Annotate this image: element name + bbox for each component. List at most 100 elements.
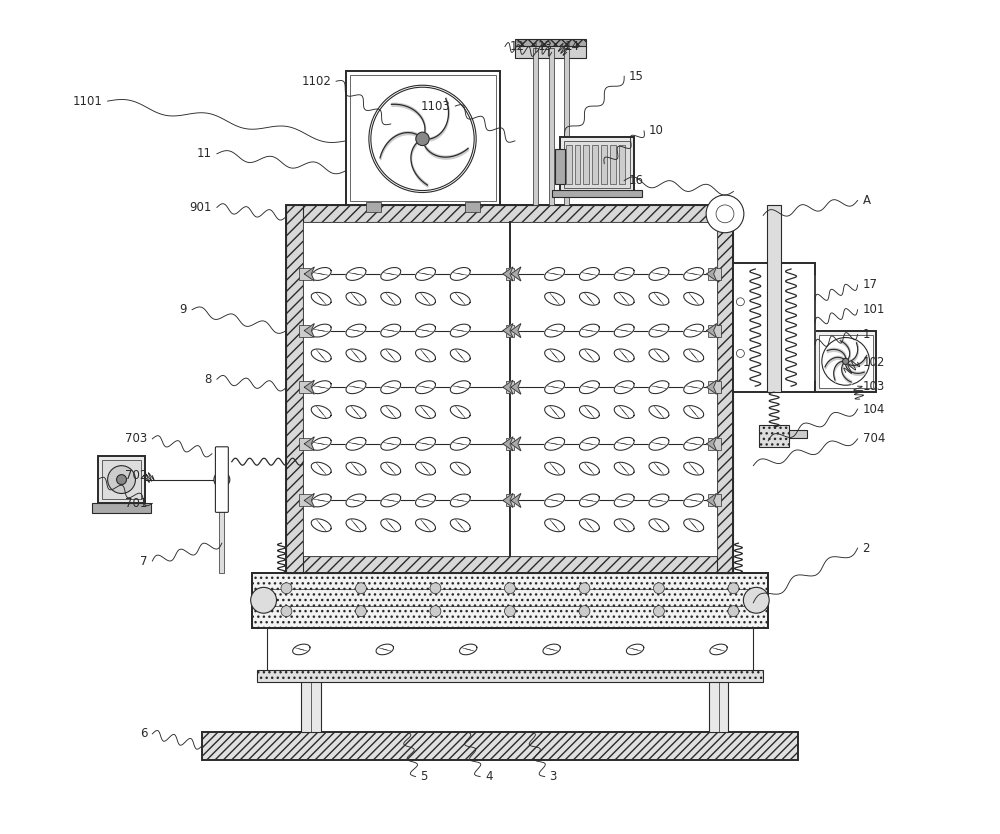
Polygon shape xyxy=(684,494,704,507)
Text: 9: 9 xyxy=(180,304,187,316)
Bar xyxy=(708,438,721,450)
Polygon shape xyxy=(503,380,513,394)
Bar xyxy=(583,145,589,183)
Polygon shape xyxy=(416,349,435,362)
Polygon shape xyxy=(545,381,565,394)
Bar xyxy=(299,324,312,337)
Bar xyxy=(299,381,312,393)
Polygon shape xyxy=(381,405,401,419)
Polygon shape xyxy=(346,405,366,419)
Polygon shape xyxy=(579,293,599,305)
Polygon shape xyxy=(376,644,393,655)
Polygon shape xyxy=(545,462,565,475)
Polygon shape xyxy=(614,494,634,507)
Polygon shape xyxy=(346,381,366,394)
Polygon shape xyxy=(346,519,366,532)
Polygon shape xyxy=(450,293,470,305)
Polygon shape xyxy=(649,324,669,337)
Text: 102: 102 xyxy=(863,356,885,369)
FancyBboxPatch shape xyxy=(215,447,228,512)
Bar xyxy=(506,495,514,506)
Bar xyxy=(286,556,733,573)
Polygon shape xyxy=(311,293,331,305)
Circle shape xyxy=(504,605,515,616)
Circle shape xyxy=(653,583,664,594)
Circle shape xyxy=(728,605,739,616)
Text: 702: 702 xyxy=(125,469,147,482)
Polygon shape xyxy=(450,519,470,532)
Polygon shape xyxy=(649,494,669,507)
Circle shape xyxy=(736,298,744,306)
Polygon shape xyxy=(381,381,401,394)
Circle shape xyxy=(214,472,230,488)
Polygon shape xyxy=(346,494,366,507)
Text: 11: 11 xyxy=(197,148,212,160)
Polygon shape xyxy=(649,381,669,394)
Bar xyxy=(815,330,876,392)
Bar xyxy=(717,205,733,573)
Polygon shape xyxy=(614,268,634,280)
Text: 104: 104 xyxy=(863,403,885,415)
Polygon shape xyxy=(503,324,513,338)
Polygon shape xyxy=(614,437,634,450)
Text: 3: 3 xyxy=(550,770,557,783)
Circle shape xyxy=(504,583,515,594)
Bar xyxy=(619,145,625,183)
Circle shape xyxy=(281,605,292,616)
Text: 1: 1 xyxy=(863,328,870,341)
Polygon shape xyxy=(503,494,513,507)
Bar xyxy=(592,145,598,183)
Polygon shape xyxy=(450,462,470,475)
Circle shape xyxy=(416,132,429,146)
Text: 2: 2 xyxy=(863,541,870,555)
Polygon shape xyxy=(545,324,565,337)
Polygon shape xyxy=(649,462,669,475)
Polygon shape xyxy=(304,494,314,507)
Circle shape xyxy=(117,475,127,485)
Text: 1101: 1101 xyxy=(73,94,103,108)
Bar xyxy=(98,455,145,504)
Bar xyxy=(515,38,586,48)
Polygon shape xyxy=(614,293,634,305)
Polygon shape xyxy=(545,519,565,532)
Bar xyxy=(102,460,141,500)
Polygon shape xyxy=(707,324,717,338)
Polygon shape xyxy=(626,644,644,655)
Polygon shape xyxy=(416,494,435,507)
Bar xyxy=(767,205,781,392)
Text: 103: 103 xyxy=(863,379,885,393)
Polygon shape xyxy=(614,324,634,337)
Polygon shape xyxy=(579,268,599,280)
Circle shape xyxy=(281,583,292,594)
Polygon shape xyxy=(311,381,331,394)
Polygon shape xyxy=(579,437,599,450)
Polygon shape xyxy=(450,437,470,450)
Circle shape xyxy=(728,583,739,594)
Polygon shape xyxy=(511,324,521,338)
Polygon shape xyxy=(304,380,314,394)
Circle shape xyxy=(430,583,441,594)
Bar xyxy=(252,573,768,628)
Polygon shape xyxy=(311,324,331,337)
Circle shape xyxy=(355,583,366,594)
Polygon shape xyxy=(381,519,401,532)
Polygon shape xyxy=(381,494,401,507)
Bar xyxy=(708,324,721,337)
Bar xyxy=(92,504,151,514)
Polygon shape xyxy=(545,494,565,507)
Bar xyxy=(465,203,480,213)
Text: 8: 8 xyxy=(205,373,212,386)
Polygon shape xyxy=(684,519,704,532)
Polygon shape xyxy=(545,268,565,280)
Circle shape xyxy=(579,605,590,616)
Polygon shape xyxy=(416,405,435,419)
Polygon shape xyxy=(684,405,704,419)
Bar xyxy=(575,145,580,183)
Polygon shape xyxy=(579,494,599,507)
Polygon shape xyxy=(707,267,717,281)
Text: 5: 5 xyxy=(421,770,428,783)
Polygon shape xyxy=(416,437,435,450)
Polygon shape xyxy=(381,324,401,337)
Bar xyxy=(346,72,500,205)
Polygon shape xyxy=(614,462,634,475)
